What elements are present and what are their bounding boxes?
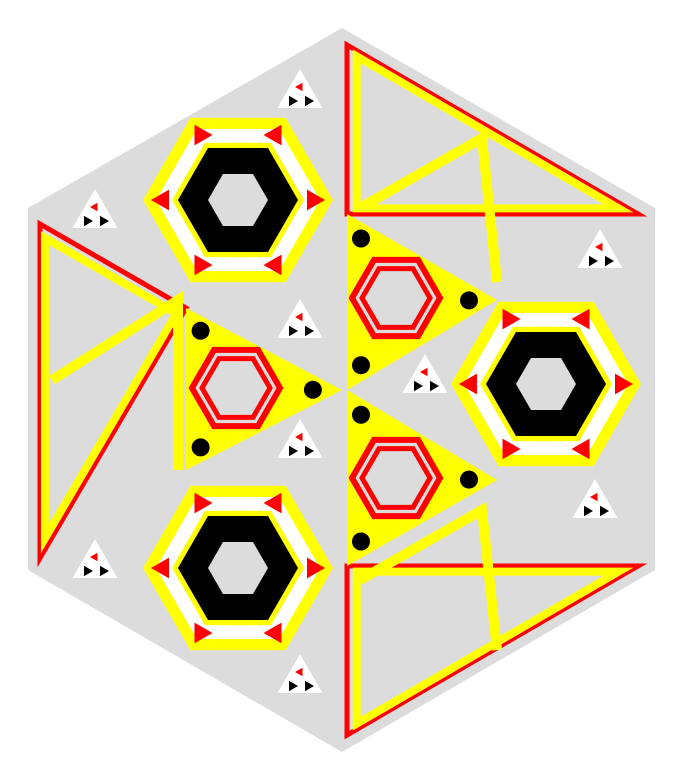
cluster-black-tri-b-8 (305, 445, 314, 457)
black-hexagon-medallions (143, 117, 641, 651)
medallion-red-tab-3-1 (307, 557, 325, 579)
cluster-black-tri-a-9 (289, 680, 298, 692)
medallion-red-tab-2-2 (571, 438, 590, 460)
cluster-black-tri-b-1 (305, 95, 314, 107)
yellow-triangle-panels (37, 40, 648, 740)
red-ring-inner-3 (359, 446, 433, 510)
cluster-red-tri-1 (295, 82, 303, 92)
cluster-black-tri-a-3 (289, 325, 298, 337)
medallion-red-tab-1-1 (307, 189, 325, 211)
medallion-gray-center-1 (208, 174, 268, 226)
panel-yellow-frame-2 (40, 230, 182, 554)
medallion-red-tab-1-4 (151, 189, 169, 211)
medallion-red-tab-3-3 (194, 622, 213, 644)
cluster-red-tri-8 (295, 432, 303, 442)
panel-yellow-bar-3 (357, 501, 502, 651)
cluster-black-tri-b-3 (305, 325, 314, 337)
black-corner-2-3 (352, 356, 370, 375)
cluster-black-tri-a-6 (584, 505, 593, 517)
medallion-red-tab-2-5 (502, 308, 521, 330)
black-corner-1-3 (191, 438, 210, 457)
black-corner-1-1 (191, 321, 210, 340)
cluster-red-tri-5 (420, 367, 428, 377)
black-corner-1-2 (303, 380, 322, 399)
medallion-gray-center-2 (516, 358, 576, 410)
triangle-panel-2 (37, 219, 190, 568)
black-corner-2-2 (460, 291, 478, 310)
cluster-black-tri-a-8 (289, 445, 298, 457)
medallion-gray-center-3 (208, 542, 268, 594)
red-ring-inner-2 (359, 266, 433, 330)
panel-yellow-bar-2 (49, 290, 183, 470)
cluster-red-tri-2 (90, 202, 98, 212)
cluster-black-tri-a-5 (414, 380, 423, 392)
cluster-black-tri-a-4 (589, 255, 598, 267)
cluster-black-tri-b-5 (430, 380, 439, 392)
red-ring-outer-2 (348, 256, 444, 340)
medallion-red-tab-2-6 (571, 308, 590, 330)
medallion-red-tab-2-3 (502, 438, 521, 460)
panel-yellow-bar-1 (357, 129, 502, 283)
cluster-black-tri-b-7 (100, 565, 109, 577)
medallion-red-tab-3-2 (263, 622, 282, 644)
red-ring-inner-1 (199, 356, 273, 420)
cluster-black-tri-b-9 (305, 680, 314, 692)
medallion-red-tab-1-5 (194, 124, 213, 146)
medallion-red-tab-1-2 (263, 254, 282, 276)
red-ring-hexagons (188, 256, 444, 520)
medallion-red-tab-1-6 (263, 124, 282, 146)
medallion-red-tab-3-5 (194, 492, 213, 514)
medallion-red-tab-1-3 (194, 254, 213, 276)
red-ring-outer-1 (188, 346, 284, 430)
cluster-black-tri-a-2 (84, 215, 93, 227)
cluster-black-tri-a-7 (84, 565, 93, 577)
cluster-black-tri-a-1 (289, 95, 298, 107)
small-triangle-clusters (72, 69, 623, 693)
medallion-red-tab-3-4 (151, 557, 169, 579)
cluster-red-tri-3 (295, 312, 303, 322)
medallion-red-tab-2-4 (459, 373, 477, 395)
red-ring-outer-3 (348, 436, 444, 520)
medallion-red-tab-2-1 (615, 373, 633, 395)
black-corner-3-1 (352, 405, 370, 424)
black-corner-3-2 (460, 470, 478, 489)
cluster-black-tri-b-4 (605, 255, 614, 267)
cluster-black-tri-b-6 (600, 505, 609, 517)
cluster-red-tri-9 (295, 667, 303, 677)
medallion-red-tab-3-6 (263, 492, 282, 514)
black-corner-3-3 (352, 532, 370, 551)
cluster-black-tri-b-2 (100, 215, 109, 227)
cluster-red-tri-6 (590, 492, 598, 502)
cluster-red-tri-4 (595, 242, 603, 252)
cluster-red-tri-7 (90, 552, 98, 562)
black-corner-2-1 (352, 229, 370, 248)
